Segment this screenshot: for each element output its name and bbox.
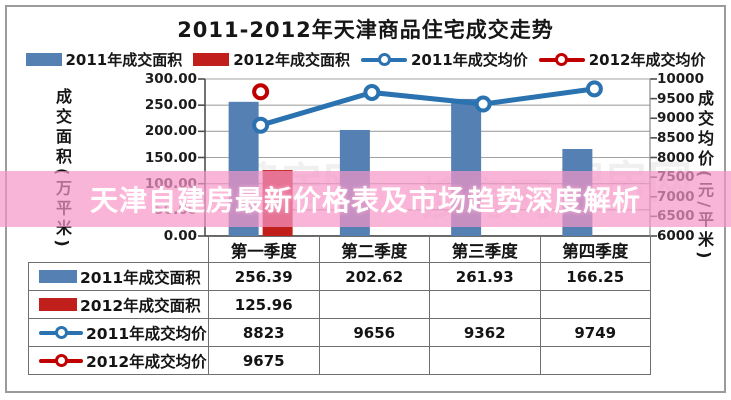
left-axis-tick-label: 250.00 [144, 97, 197, 114]
value-cell: 256.39 [208, 262, 320, 291]
quarter-header-cell: 第三季度 [429, 236, 541, 263]
left-axis-tick-label: 0.00 [163, 228, 197, 244]
value-cell [318, 346, 430, 375]
marker-series1-q2 [363, 84, 381, 102]
left-axis-tick-label: 150.00 [144, 149, 197, 166]
legend-label: 2011年成交面积 [65, 51, 183, 69]
row-label-cell: 2011年成交面积 [28, 262, 209, 291]
table-row: 2012年成交均价 9675 [28, 346, 651, 375]
legend-label: 2012年成交均价 [588, 51, 706, 69]
marker-series2-q1 [252, 83, 270, 101]
table-row: 2012年成交面积 125.96 [28, 290, 651, 319]
right-axis-tick-label: 9500 [657, 90, 695, 107]
legend-item-1: 2011年成交面积 [25, 49, 183, 70]
quarter-header-cell: 第四季度 [539, 236, 651, 263]
value-cell: 9656 [318, 318, 430, 347]
value-cell [318, 290, 430, 319]
right-axis-tick-label: 9000 [657, 110, 695, 127]
value-cell [539, 290, 651, 319]
right-axis-tick-label: 10000 [657, 71, 704, 87]
left-axis-tick-label: 300.00 [144, 71, 197, 87]
row-label-text: 2012年成交面积 [80, 296, 201, 315]
legend-line-marker-icon [361, 51, 407, 69]
table-line-marker-icon [39, 352, 83, 370]
value-cell: 261.93 [429, 262, 541, 291]
right-axis-tick-label: 8500 [657, 129, 695, 146]
table-row: 2011年成交面积 256.39 202.62 261.93 166.25 [28, 262, 651, 291]
legend-bar-swatch-icon [193, 53, 230, 66]
value-cell: 9362 [429, 318, 541, 347]
quarter-header-cell: 第一季度 [208, 236, 320, 263]
chart-title: 2011-2012年天津商品住宅成交走势 [177, 18, 554, 42]
legend-bar-swatch-icon [25, 53, 62, 66]
headline-text: 天津自建房最新价格表及市场趋势深度解析 [89, 184, 641, 217]
legend-label: 2011年成交均价 [411, 51, 528, 69]
value-cell: 202.62 [318, 262, 430, 291]
legend-item-4: 2012年成交均价 [538, 49, 706, 70]
row-label-cell: 2012年成交均价 [28, 346, 209, 375]
table-row: 2011年成交均价 8823 9656 9362 9749 [28, 318, 651, 347]
row-label-cell: 2011年成交均价 [28, 318, 209, 347]
legend-label: 2012年成交面积 [233, 51, 350, 69]
table-corner-empty [29, 237, 209, 263]
right-axis-tick-label: 8000 [657, 149, 695, 166]
line-series1 [258, 86, 597, 128]
value-cell: 9675 [208, 346, 320, 375]
row-label-text: 2011年成交均价 [86, 324, 207, 343]
value-cell [429, 346, 541, 375]
value-cell: 8823 [208, 318, 320, 347]
value-cell [539, 346, 651, 375]
table-bar-swatch-icon [39, 270, 77, 283]
quarter-header-cell: 第二季度 [318, 236, 430, 263]
chart-legend: 2011年成交面积 2012年成交面积 2011年成交均价 2012年成交均价 [0, 49, 731, 70]
data-table: 第一季度 第二季度 第三季度 第四季度 2011年成交面积 256.39 202.62 261… [28, 236, 651, 375]
table-line-marker-icon [39, 324, 83, 342]
row-label-cell: 2012年成交面积 [28, 290, 209, 319]
legend-line-marker-icon [538, 51, 585, 69]
value-cell [429, 290, 541, 319]
row-label-text: 2011年成交面积 [80, 268, 201, 287]
marker-series1-q4 [585, 80, 603, 98]
value-cell: 9749 [539, 318, 651, 347]
marker-series1-q1 [252, 116, 270, 134]
legend-item-2: 2012年成交面积 [193, 49, 350, 70]
marker-series1-q3 [474, 95, 492, 113]
table-bar-swatch-icon [39, 298, 77, 311]
right-axis-tick-label: 6000 [657, 228, 695, 244]
headline-banner: 天津自建房最新价格表及市场趋势深度解析 [0, 171, 731, 227]
value-cell: 166.25 [539, 262, 651, 291]
row-label-text: 2012年成交均价 [86, 352, 207, 371]
left-axis-tick-label: 200.00 [144, 123, 197, 140]
legend-item-3: 2011年成交均价 [361, 49, 528, 70]
value-cell: 125.96 [208, 290, 320, 319]
